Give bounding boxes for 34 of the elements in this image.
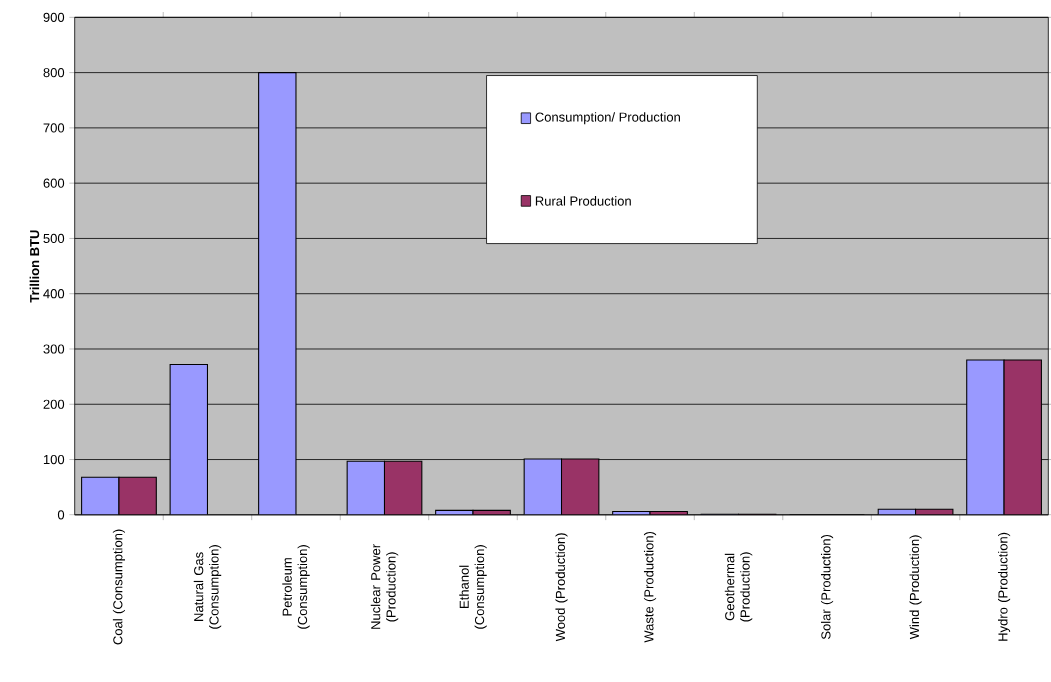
bar [523, 458, 563, 516]
x-tick-label: Wind (Production) [909, 535, 922, 640]
bar [383, 460, 423, 516]
y-axis-title: Trillion BTU [29, 230, 40, 303]
bar [966, 359, 1005, 516]
x-tick-label: Waste (Production) [643, 532, 657, 643]
y-tick-label: 0 [57, 510, 65, 520]
x-tick-label: Coal (Consumption) [112, 529, 126, 645]
bar [169, 364, 209, 516]
bar [1003, 359, 1042, 516]
y-tick-label: 400 [43, 289, 65, 299]
x-tick-label: Solar (Production) [820, 535, 834, 640]
y-tick-label: 500 [43, 234, 65, 244]
y-tick-label: 600 [43, 178, 65, 188]
x-tick-label: Wood (Production) [555, 533, 568, 642]
x-tick-label: Hydro (Production) [998, 533, 1011, 641]
y-tick-label: 800 [43, 68, 65, 78]
x-tick-label: Petroleum (Consumption) [282, 545, 310, 629]
y-tick-label: 300 [43, 344, 65, 354]
y-tick-label: 700 [43, 123, 65, 133]
x-tick-label: Natural Gas (Consumption) [193, 545, 222, 629]
bar [81, 476, 120, 516]
bar [346, 460, 386, 516]
y-tick-label: 900 [43, 12, 65, 23]
y-tick-label: 100 [43, 455, 65, 465]
bar [258, 72, 297, 516]
legend-label: Rural Production [535, 196, 631, 206]
bar [560, 458, 600, 516]
x-tick-label: Geothermal (Production) [724, 552, 753, 622]
x-tick-label: Ethanol (Consumption) [459, 545, 487, 629]
x-tick-label: Nuclear Power (Production) [370, 544, 399, 630]
y-tick-label: 200 [43, 399, 65, 410]
legend-label: Consumption/ Production [535, 112, 680, 125]
bar [118, 476, 157, 516]
